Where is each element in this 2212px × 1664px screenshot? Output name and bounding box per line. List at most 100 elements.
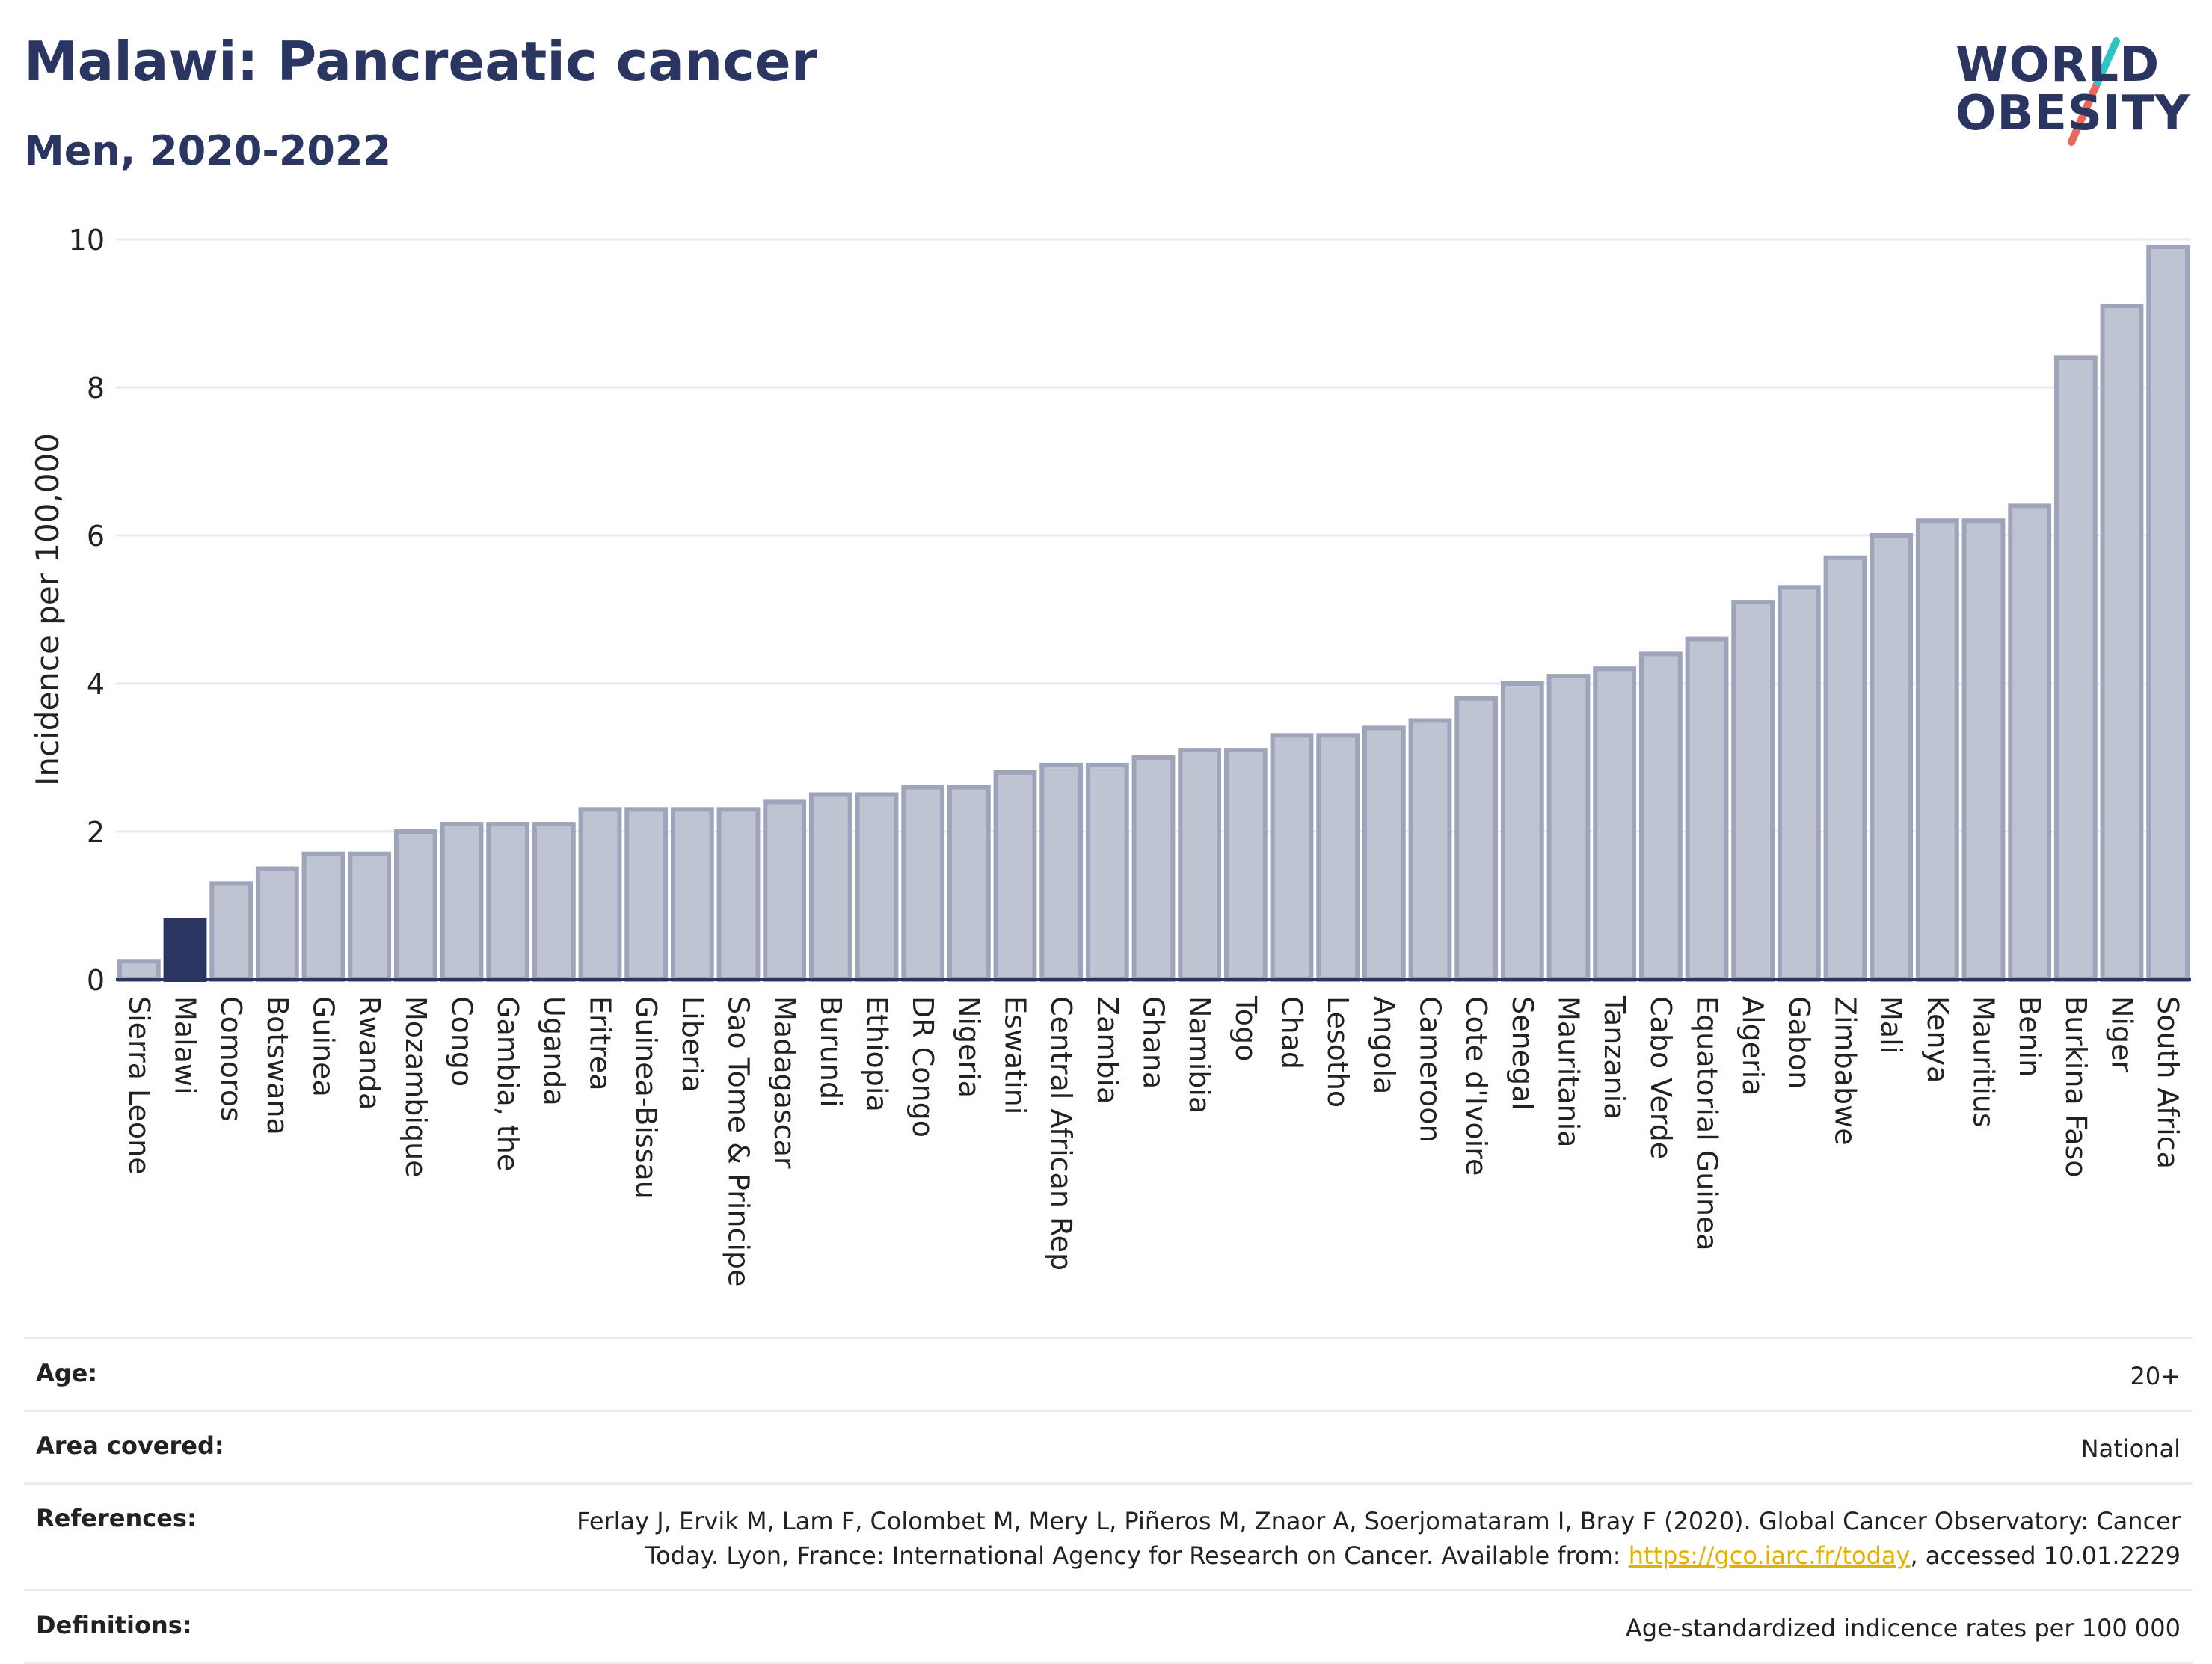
x-tick-label: Sao Tome & Principe <box>722 996 755 1286</box>
bar <box>1638 651 1683 983</box>
bar <box>2100 304 2144 983</box>
bar <box>947 785 991 982</box>
bar <box>1131 755 1176 982</box>
x-tick-label: Eritrea <box>584 996 617 1091</box>
info-value: 20+ <box>2130 1362 2181 1390</box>
bar <box>1039 762 1084 983</box>
bar <box>578 807 622 982</box>
world-obesity-logo: WORLD OBESITY <box>1944 30 2191 165</box>
x-tick-label: Liberia <box>676 996 709 1093</box>
x-tick-label: Zimbabwe <box>1829 996 1862 1146</box>
info-key: Area covered: <box>36 1431 224 1460</box>
bar-highlight <box>163 918 207 982</box>
bar <box>1777 585 1821 982</box>
bar <box>1085 762 1129 983</box>
bar <box>486 822 530 982</box>
x-tick-label: Mozambique <box>399 996 432 1178</box>
x-tick-label: Algeria <box>1736 996 1769 1096</box>
x-tick-label: Kenya <box>1921 996 1954 1083</box>
bar <box>1500 681 1544 982</box>
bar <box>1731 600 1775 982</box>
x-tick-label: Mauritania <box>1552 996 1585 1147</box>
bar <box>763 799 807 983</box>
bar <box>440 822 484 982</box>
bar-chart: 0 2 4 6 8 10 Sierra Leone Malawi Comoros Botswana… <box>29 224 2191 1286</box>
bar <box>1316 733 1360 982</box>
bar <box>393 829 437 982</box>
info-row-age: Age: 20+ <box>24 1337 2193 1410</box>
y-tick-label: 6 <box>87 520 105 553</box>
y-tick-label: 0 <box>87 964 105 997</box>
bar <box>1223 748 1268 982</box>
x-tick-label: Angola <box>1368 996 1401 1094</box>
x-tick-label: Cameroon <box>1414 996 1447 1143</box>
x-tick-label: Cabo Verde <box>1644 996 1677 1159</box>
x-tick-label: Namibia <box>1183 996 1216 1114</box>
logo-slash-icon <box>2068 37 2120 146</box>
bar <box>1408 718 1452 982</box>
info-key: References: <box>36 1504 197 1532</box>
bar <box>1685 636 1729 982</box>
x-tick-label: Togo <box>1229 995 1262 1061</box>
x-tick-label: Burundi <box>814 996 847 1108</box>
x-tick-label: Madagascar <box>768 996 801 1169</box>
x-tick-label: Eswatini <box>999 996 1032 1114</box>
bar <box>1178 748 1222 982</box>
reference-suffix: , accessed 10.01.2229 <box>1910 1541 2181 1570</box>
info-key: Definitions: <box>36 1611 192 1639</box>
x-tick-label: DR Congo <box>906 996 939 1138</box>
x-tick-label: Zambia <box>1091 996 1124 1104</box>
info-row-references: References: Ferlay J, Ervik M, Lam F, Co… <box>24 1482 2193 1589</box>
bar <box>1870 533 1914 982</box>
bar <box>670 807 714 982</box>
y-tick-label: 10 <box>69 224 105 257</box>
x-tick-label: Chad <box>1276 996 1309 1069</box>
x-tick-label: Comoros <box>215 996 248 1122</box>
bar <box>2146 244 2190 982</box>
x-tick-label: Guinea <box>307 996 340 1097</box>
chart-subtitle: Men, 2020-2022 <box>24 127 392 174</box>
x-tick-label: Congo <box>446 996 479 1087</box>
x-tick-label: Mali <box>1875 996 1908 1054</box>
tick-labels: 0 2 4 6 8 10 Sierra Leone Malawi Comoros Botswana… <box>69 224 2185 1286</box>
x-tick-label: Ghana <box>1137 996 1170 1089</box>
x-tick-label: Ethiopia <box>861 996 894 1112</box>
info-value: National <box>2080 1434 2181 1463</box>
bar <box>117 959 161 982</box>
info-row-definitions: Definitions: Age-standardized indicence … <box>24 1589 2193 1664</box>
bars <box>117 244 2190 983</box>
bar <box>348 851 392 983</box>
x-tick-label: Lesotho <box>1321 996 1354 1108</box>
x-tick-label: Equatorial Guinea <box>1691 996 1724 1251</box>
bar <box>855 792 899 982</box>
bar <box>1823 555 1867 982</box>
x-tick-label: Uganda <box>538 996 571 1106</box>
bar <box>808 792 852 982</box>
bar <box>1362 725 1406 983</box>
bar <box>1593 666 1637 982</box>
y-axis-label: Incidence per 100,000 <box>29 433 66 786</box>
reference-link[interactable]: https://gco.iarc.fr/today <box>1628 1541 1911 1570</box>
chart-title: Malawi: Pancreatic cancer <box>24 30 818 93</box>
bar <box>255 866 299 982</box>
y-tick-label: 2 <box>87 816 105 849</box>
x-tick-label: Burkina Faso <box>2059 996 2092 1178</box>
bar <box>1546 674 1591 982</box>
reference-text: Ferlay J, Ervik M, Lam F, Colombet M, Me… <box>577 1507 2181 1570</box>
info-value: Ferlay J, Ervik M, Lam F, Colombet M, Me… <box>535 1504 2181 1573</box>
x-tick-label: Gambia, the <box>491 996 524 1171</box>
x-tick-label: Central African Rep <box>1045 996 1078 1271</box>
info-value: Age-standardized indicence rates per 100… <box>1625 1614 2181 1642</box>
x-tick-label: Botswana <box>261 996 294 1135</box>
info-key: Age: <box>36 1359 98 1387</box>
info-row-area: Area covered: National <box>24 1410 2193 1482</box>
bar <box>532 822 576 982</box>
bar <box>993 770 1037 982</box>
x-tick-label: South Africa <box>2151 996 2184 1169</box>
logo-text-obesity: OBESITY <box>1956 86 2190 141</box>
bar <box>1454 696 1499 982</box>
x-tick-label: Guinea-Bissau <box>630 996 663 1199</box>
bar <box>901 785 945 982</box>
x-tick-label: Rwanda <box>353 996 386 1110</box>
x-tick-label: Benin <box>2013 996 2046 1077</box>
